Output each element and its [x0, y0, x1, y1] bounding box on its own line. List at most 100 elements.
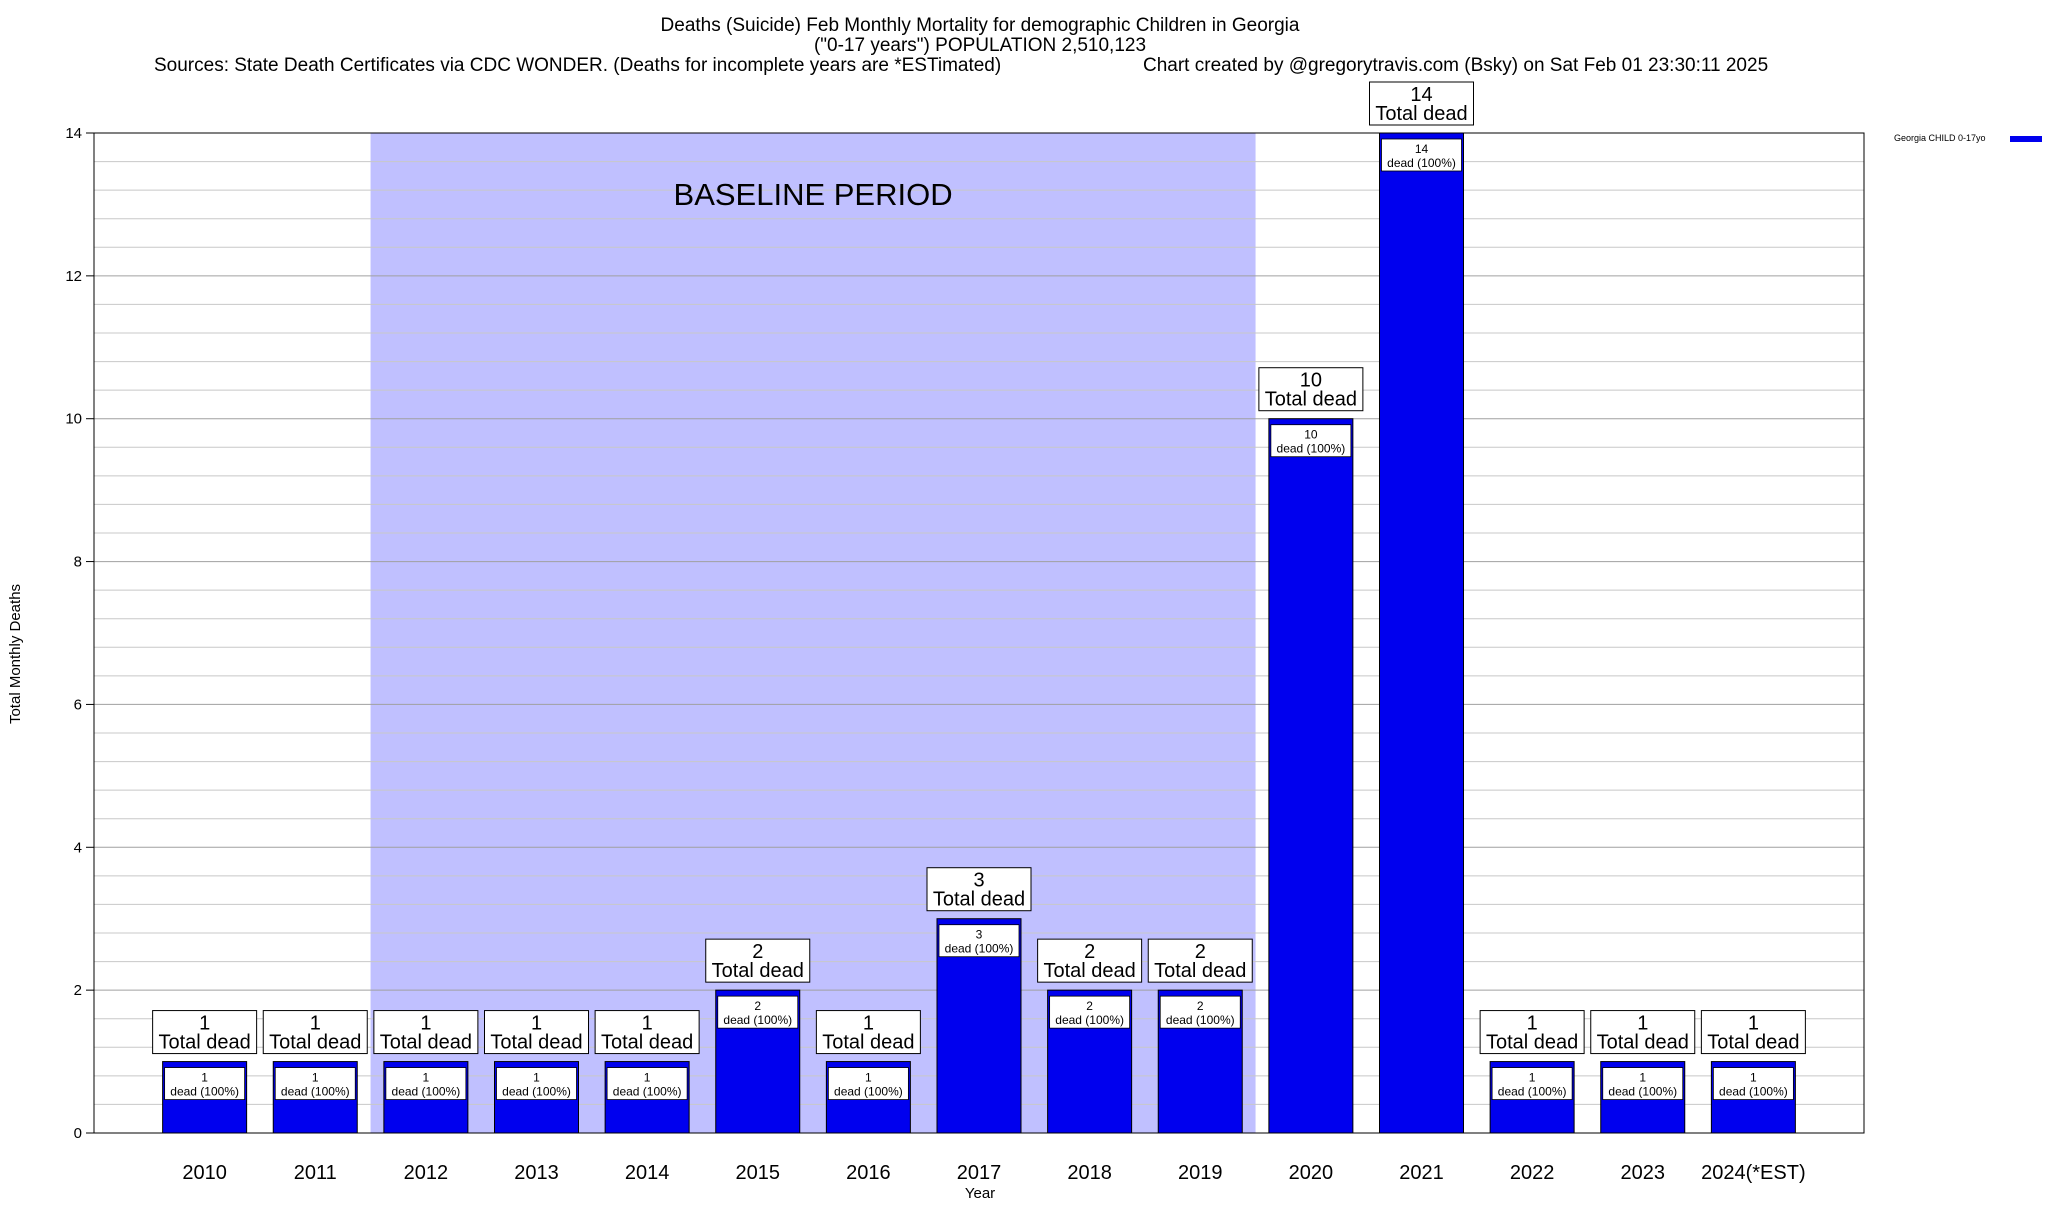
bar-inner-value: 10: [1304, 428, 1318, 442]
bar-total-value: 1: [420, 1013, 431, 1035]
bar-inner-label-box: [938, 924, 1020, 958]
bar-inner-suffix: dead (100%): [502, 1085, 571, 1099]
x-tick-label: 2013: [514, 1162, 559, 1184]
bar-inner-value: 1: [1639, 1071, 1646, 1085]
bar: [1268, 418, 1354, 1134]
x-tick-label: 2023: [1621, 1162, 1666, 1184]
bar-inner-label-box: [1049, 995, 1131, 1029]
bar-total-value: 2: [1084, 941, 1095, 963]
x-tick-label: 2022: [1510, 1162, 1555, 1184]
y-tick-label: 4: [74, 839, 82, 856]
bar-inner-label-box: [385, 1067, 467, 1100]
baseline-label: BASELINE PERIOD: [674, 177, 953, 212]
bar-inner-suffix: dead (100%): [945, 942, 1014, 956]
bar-total-label-box: [152, 1010, 258, 1055]
bar-total-suffix: Total dead: [1154, 960, 1246, 982]
y-axis-label: Total Monthly Deaths: [7, 584, 24, 724]
y-tick-label: 2: [74, 982, 82, 999]
bar-inner-value: 1: [1750, 1071, 1757, 1085]
bar-inner-suffix: dead (100%): [1608, 1085, 1677, 1099]
bar-inner-suffix: dead (100%): [281, 1085, 350, 1099]
bar-total-value: 1: [531, 1013, 542, 1035]
bar-total-label-box: [1479, 1010, 1585, 1055]
bar-inner-suffix: dead (100%): [834, 1085, 903, 1099]
bar-total-suffix: Total dead: [712, 960, 804, 982]
bar-total-value: 1: [199, 1013, 210, 1035]
bar-total-label-box: [705, 938, 811, 983]
x-tick-label: 2018: [1067, 1162, 1112, 1184]
bar-inner-label-box: [1602, 1067, 1684, 1100]
bar-total-value: 14: [1410, 84, 1432, 106]
bar-total-suffix: Total dead: [380, 1032, 472, 1054]
chart-sources: Sources: State Death Certificates via CD…: [154, 55, 1001, 76]
bar-inner-label-box: [1381, 138, 1462, 172]
bar-total-value: 1: [1527, 1013, 1538, 1035]
bar-inner-value: 3: [976, 928, 983, 942]
chart-credit: Chart created by @gregorytravis.com (Bsk…: [1143, 55, 1768, 76]
bar-total-value: 3: [973, 870, 984, 892]
y-tick-label: 14: [65, 125, 82, 142]
bar-inner-suffix: dead (100%): [1166, 1013, 1235, 1027]
x-tick-label: 2017: [957, 1162, 1002, 1184]
bar-total-label-box: [926, 867, 1032, 912]
bar-inner-suffix: dead (100%): [1498, 1085, 1567, 1099]
x-tick-label: 2016: [846, 1162, 891, 1184]
x-tick-label: 2020: [1289, 1162, 1334, 1184]
bar-total-label-box: [373, 1010, 479, 1055]
bar-total-label-box: [1147, 938, 1253, 983]
bar-inner-label-box: [1712, 1067, 1794, 1100]
bar-inner-value: 1: [644, 1071, 651, 1085]
bar-total-suffix: Total dead: [1265, 389, 1357, 411]
bar-total-label-box: [1037, 938, 1143, 983]
bar-inner-value: 1: [1529, 1071, 1536, 1085]
x-tick-label: 2014: [625, 1162, 670, 1184]
bar-total-value: 2: [1195, 941, 1206, 963]
bar-inner-label-box: [1159, 995, 1241, 1029]
bar-inner-label-box: [1491, 1067, 1573, 1100]
bar-inner-label-box: [827, 1067, 909, 1100]
x-axis-label: Year: [965, 1185, 995, 1200]
bar-inner-suffix: dead (100%): [1387, 156, 1456, 170]
x-tick-label: 2010: [182, 1162, 227, 1184]
bar-total-value: 10: [1300, 370, 1322, 392]
bar-total-label-box: [1700, 1010, 1806, 1055]
bar-inner-suffix: dead (100%): [170, 1085, 239, 1099]
bar-total-label-box: [594, 1010, 700, 1055]
bar-inner-suffix: dead (100%): [1055, 1013, 1124, 1027]
bar-total-suffix: Total dead: [158, 1032, 250, 1054]
legend-swatch: [2010, 136, 2042, 142]
plot-border: [93, 132, 1865, 1134]
bar-total-suffix: Total dead: [1375, 103, 1467, 125]
bar: [1379, 132, 1464, 1134]
bar-total-value: 1: [642, 1013, 653, 1035]
bar-total-suffix: Total dead: [822, 1032, 914, 1054]
bar-total-value: 1: [863, 1013, 874, 1035]
bar-inner-label-box: [1270, 424, 1352, 458]
bar-inner-value: 1: [533, 1071, 540, 1085]
bar-inner-value: 1: [865, 1071, 872, 1085]
baseline-region: [370, 133, 1256, 1133]
bar-total-suffix: Total dead: [601, 1032, 693, 1054]
bar-total-suffix: Total dead: [490, 1032, 582, 1054]
bar-total-label-box: [1258, 367, 1364, 412]
y-tick-label: 10: [65, 411, 82, 428]
x-tick-label: 2024(*EST): [1701, 1162, 1806, 1184]
bar-inner-suffix: dead (100%): [723, 1013, 792, 1027]
y-tick-label: 8: [74, 554, 82, 571]
bar-inner-suffix: dead (100%): [1277, 442, 1346, 456]
bar-total-suffix: Total dead: [1707, 1032, 1799, 1054]
bar-total-suffix: Total dead: [1486, 1032, 1578, 1054]
x-tick-label: 2011: [294, 1162, 337, 1184]
bar-total-value: 1: [310, 1013, 321, 1035]
bar-total-suffix: Total dead: [269, 1032, 361, 1054]
bar-inner-suffix: dead (100%): [1719, 1085, 1788, 1099]
x-tick-label: 2012: [404, 1162, 449, 1184]
bar-total-suffix: Total dead: [1597, 1032, 1689, 1054]
bar-total-value: 2: [752, 941, 763, 963]
x-tick-label: 2021: [1399, 1162, 1444, 1184]
bar-inner-value: 2: [1197, 999, 1204, 1013]
bar-inner-label-box: [164, 1067, 246, 1100]
bar-inner-label-box: [496, 1067, 577, 1100]
